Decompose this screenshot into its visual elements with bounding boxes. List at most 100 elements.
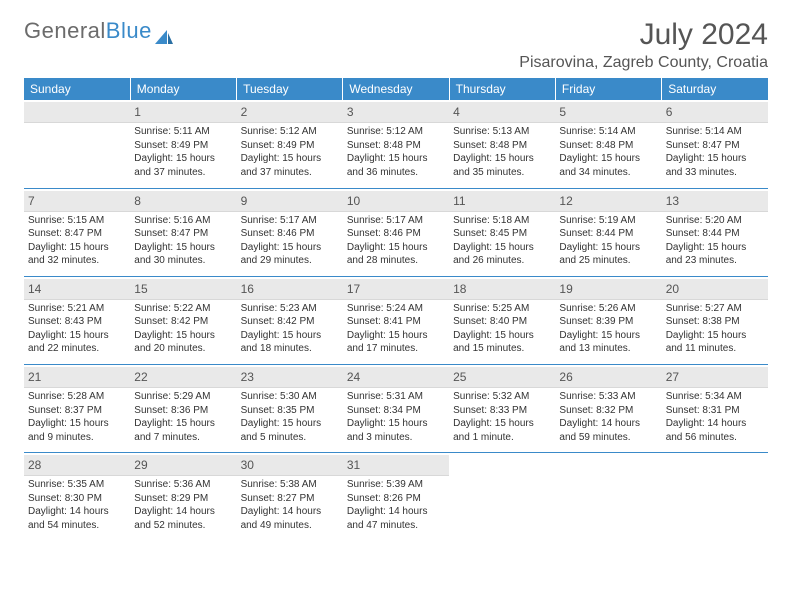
- location: Pisarovina, Zagreb County, Croatia: [519, 54, 768, 72]
- day-number: 17: [343, 279, 449, 300]
- day-cell: 7 Sunrise: 5:15 AMSunset: 8:47 PMDaylight…: [24, 188, 130, 276]
- empty-cell: [24, 100, 130, 188]
- sunrise-text: Sunrise: 5:20 AM: [666, 214, 764, 228]
- day-cell: 11Sunrise: 5:18 AMSunset: 8:45 PMDayligh…: [449, 188, 555, 276]
- sunrise-text: Sunrise: 5:38 AM: [241, 478, 339, 492]
- day-number: 21: [24, 367, 130, 388]
- day-cell: 20Sunrise: 5:27 AMSunset: 8:38 PMDayligh…: [662, 276, 768, 364]
- daylight-text: Daylight: 15 hours and 34 minutes.: [559, 152, 657, 179]
- dayname-monday: Monday: [130, 78, 236, 100]
- sunrise-text: Sunrise: 5:19 AM: [559, 214, 657, 228]
- day-number: 25: [449, 367, 555, 388]
- sunrise-text: Sunrise: 5:15 AM: [28, 214, 126, 228]
- sunrise-text: Sunrise: 5:12 AM: [347, 125, 445, 139]
- daylight-text: Daylight: 15 hours and 5 minutes.: [241, 417, 339, 444]
- daylight-text: Daylight: 14 hours and 47 minutes.: [347, 505, 445, 532]
- daylight-text: Daylight: 15 hours and 23 minutes.: [666, 241, 764, 268]
- daylight-text: Daylight: 15 hours and 17 minutes.: [347, 329, 445, 356]
- day-number: 2: [237, 102, 343, 123]
- sunset-text: Sunset: 8:33 PM: [453, 404, 551, 418]
- sunrise-text: Sunrise: 5:28 AM: [28, 390, 126, 404]
- day-cell: 21Sunrise: 5:28 AMSunset: 8:37 PMDayligh…: [24, 364, 130, 452]
- sunrise-text: Sunrise: 5:14 AM: [559, 125, 657, 139]
- week-row: 21Sunrise: 5:28 AMSunset: 8:37 PMDayligh…: [24, 364, 768, 452]
- daylight-text: Daylight: 15 hours and 26 minutes.: [453, 241, 551, 268]
- dayname-row: SundayMondayTuesdayWednesdayThursdayFrid…: [24, 78, 768, 100]
- sunset-text: Sunset: 8:42 PM: [134, 315, 232, 329]
- day-number: 7: [24, 191, 130, 212]
- day-number: 18: [449, 279, 555, 300]
- sunset-text: Sunset: 8:31 PM: [666, 404, 764, 418]
- daylight-text: Daylight: 15 hours and 13 minutes.: [559, 329, 657, 356]
- day-cell: 27Sunrise: 5:34 AMSunset: 8:31 PMDayligh…: [662, 364, 768, 452]
- sunset-text: Sunset: 8:29 PM: [134, 492, 232, 506]
- sunrise-text: Sunrise: 5:12 AM: [241, 125, 339, 139]
- daylight-text: Daylight: 15 hours and 35 minutes.: [453, 152, 551, 179]
- sunset-text: Sunset: 8:36 PM: [134, 404, 232, 418]
- day-number: 28: [24, 455, 130, 476]
- sunrise-text: Sunrise: 5:17 AM: [241, 214, 339, 228]
- empty-daynum: [24, 102, 130, 123]
- day-number: 16: [237, 279, 343, 300]
- day-cell: 3Sunrise: 5:12 AMSunset: 8:48 PMDaylight…: [343, 100, 449, 188]
- daylight-text: Daylight: 15 hours and 7 minutes.: [134, 417, 232, 444]
- sunset-text: Sunset: 8:38 PM: [666, 315, 764, 329]
- sunrise-text: Sunrise: 5:16 AM: [134, 214, 232, 228]
- daylight-text: Daylight: 15 hours and 11 minutes.: [666, 329, 764, 356]
- sunrise-text: Sunrise: 5:39 AM: [347, 478, 445, 492]
- daylight-text: Daylight: 15 hours and 29 minutes.: [241, 241, 339, 268]
- sunrise-text: Sunrise: 5:22 AM: [134, 302, 232, 316]
- day-cell: 19Sunrise: 5:26 AMSunset: 8:39 PMDayligh…: [555, 276, 661, 364]
- sunset-text: Sunset: 8:47 PM: [666, 139, 764, 153]
- day-number: 5: [555, 102, 661, 123]
- day-cell: 8 Sunrise: 5:16 AMSunset: 8:47 PMDaylight…: [130, 188, 236, 276]
- daylight-text: Daylight: 14 hours and 54 minutes.: [28, 505, 126, 532]
- dayname-thursday: Thursday: [449, 78, 555, 100]
- empty-cell: [449, 453, 555, 541]
- day-number: 31: [343, 455, 449, 476]
- sunset-text: Sunset: 8:47 PM: [134, 227, 232, 241]
- header: GeneralBlue July 2024 Pisarovina, Zagreb…: [24, 18, 768, 72]
- day-cell: 31Sunrise: 5:39 AMSunset: 8:26 PMDayligh…: [343, 453, 449, 541]
- day-number: 14: [24, 279, 130, 300]
- sunrise-text: Sunrise: 5:21 AM: [28, 302, 126, 316]
- sunrise-text: Sunrise: 5:24 AM: [347, 302, 445, 316]
- day-number: 12: [555, 191, 661, 212]
- day-number: 27: [662, 367, 768, 388]
- sunrise-text: Sunrise: 5:25 AM: [453, 302, 551, 316]
- title-block: July 2024 Pisarovina, Zagreb County, Cro…: [519, 18, 768, 72]
- sunset-text: Sunset: 8:48 PM: [559, 139, 657, 153]
- calendar-table: SundayMondayTuesdayWednesdayThursdayFrid…: [24, 78, 768, 541]
- day-number: 3: [343, 102, 449, 123]
- sunset-text: Sunset: 8:47 PM: [28, 227, 126, 241]
- sunrise-text: Sunrise: 5:14 AM: [666, 125, 764, 139]
- day-number: 8: [130, 191, 236, 212]
- daylight-text: Daylight: 15 hours and 32 minutes.: [28, 241, 126, 268]
- sunset-text: Sunset: 8:45 PM: [453, 227, 551, 241]
- day-number: 22: [130, 367, 236, 388]
- daylight-text: Daylight: 14 hours and 56 minutes.: [666, 417, 764, 444]
- empty-cell: [555, 453, 661, 541]
- sunrise-text: Sunrise: 5:29 AM: [134, 390, 232, 404]
- daylight-text: Daylight: 15 hours and 36 minutes.: [347, 152, 445, 179]
- sunset-text: Sunset: 8:35 PM: [241, 404, 339, 418]
- sunset-text: Sunset: 8:44 PM: [666, 227, 764, 241]
- daylight-text: Daylight: 15 hours and 3 minutes.: [347, 417, 445, 444]
- day-cell: 16Sunrise: 5:23 AMSunset: 8:42 PMDayligh…: [237, 276, 343, 364]
- day-cell: 10Sunrise: 5:17 AMSunset: 8:46 PMDayligh…: [343, 188, 449, 276]
- sunset-text: Sunset: 8:42 PM: [241, 315, 339, 329]
- daylight-text: Daylight: 15 hours and 30 minutes.: [134, 241, 232, 268]
- week-row: 7Sunrise: 5:15 AMSunset: 8:47 PMDaylight…: [24, 188, 768, 276]
- day-cell: 1Sunrise: 5:11 AMSunset: 8:49 PMDaylight…: [130, 100, 236, 188]
- day-cell: 30Sunrise: 5:38 AMSunset: 8:27 PMDayligh…: [237, 453, 343, 541]
- sunrise-text: Sunrise: 5:18 AM: [453, 214, 551, 228]
- day-number: 29: [130, 455, 236, 476]
- sunrise-text: Sunrise: 5:32 AM: [453, 390, 551, 404]
- day-number: 10: [343, 191, 449, 212]
- day-number: 26: [555, 367, 661, 388]
- day-cell: 5 Sunrise: 5:14 AMSunset: 8:48 PMDaylight…: [555, 100, 661, 188]
- daylight-text: Daylight: 15 hours and 37 minutes.: [134, 152, 232, 179]
- day-cell: 29Sunrise: 5:36 AMSunset: 8:29 PMDayligh…: [130, 453, 236, 541]
- week-row: 28Sunrise: 5:35 AMSunset: 8:30 PMDayligh…: [24, 453, 768, 541]
- daylight-text: Daylight: 15 hours and 9 minutes.: [28, 417, 126, 444]
